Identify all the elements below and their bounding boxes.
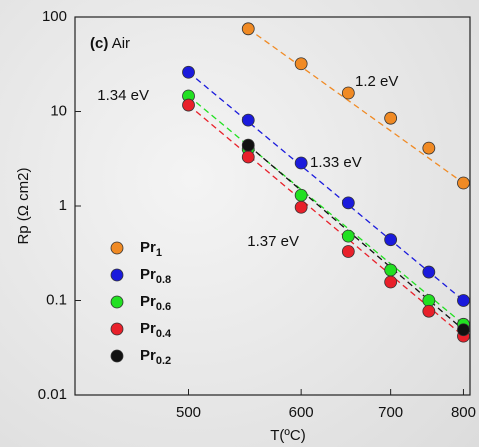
data-point <box>385 276 397 288</box>
data-point <box>457 295 469 307</box>
y-tick-label: 0.01 <box>38 386 67 403</box>
y-axis-label: Rp (Ω cm2) <box>15 167 32 244</box>
y-tick-label: 100 <box>42 8 67 25</box>
data-point <box>183 99 195 111</box>
data-point <box>295 201 307 213</box>
data-point <box>242 151 254 163</box>
data-point <box>342 87 354 99</box>
chart: (c) Air T(ºC) Rp (Ω cm2) 0.01 0.1 1 10 100 50… <box>0 0 479 447</box>
y-tick-label: 1 <box>59 197 67 214</box>
x-tick-label: 700 <box>378 404 403 421</box>
annotation: 1.33 eV <box>310 154 362 171</box>
legend-label: Pr1 <box>140 239 162 259</box>
data-point <box>423 295 435 307</box>
data-point <box>423 266 435 278</box>
trend-line <box>189 72 464 300</box>
x-tick-label: 600 <box>289 404 314 421</box>
annotation: 1.37 eV <box>247 233 299 250</box>
legend-label: Pr0.2 <box>140 347 171 367</box>
data-point <box>242 23 254 35</box>
data-point <box>423 142 435 154</box>
legend-marker <box>111 350 123 362</box>
data-point <box>385 112 397 124</box>
data-point <box>342 246 354 258</box>
trend-line <box>189 105 464 336</box>
data-point <box>295 157 307 169</box>
y-tick-label: 0.1 <box>46 291 67 308</box>
annotation: 1.2 eV <box>355 73 398 90</box>
annotation: 1.34 eV <box>97 87 149 104</box>
data-point <box>342 230 354 242</box>
legend-label: Pr0.8 <box>140 266 171 286</box>
data-point <box>457 177 469 189</box>
legend-marker <box>111 242 123 254</box>
data-point <box>295 189 307 201</box>
x-tick-label: 800 <box>451 404 476 421</box>
legend-marker <box>111 296 123 308</box>
legend-marker <box>111 323 123 335</box>
plot-frame <box>75 17 470 395</box>
data-point <box>385 234 397 246</box>
trend-line <box>189 96 464 324</box>
panel-text: Air <box>112 35 130 52</box>
x-tick-label: 500 <box>176 404 201 421</box>
y-tick-label: 10 <box>50 102 67 119</box>
data-point <box>423 305 435 317</box>
data-point <box>242 114 254 126</box>
data-point <box>385 264 397 276</box>
x-axis-label: T(ºC) <box>270 427 305 444</box>
data-point <box>295 58 307 70</box>
data-point <box>183 66 195 78</box>
data-point <box>342 197 354 209</box>
legend-label: Pr0.6 <box>140 293 171 313</box>
data-point <box>242 139 254 151</box>
legend-marker <box>111 269 123 281</box>
panel-label: (c) Air <box>90 35 130 52</box>
data-point <box>457 324 469 336</box>
panel-letter: (c) <box>90 35 108 52</box>
legend-label: Pr0.4 <box>140 320 172 340</box>
